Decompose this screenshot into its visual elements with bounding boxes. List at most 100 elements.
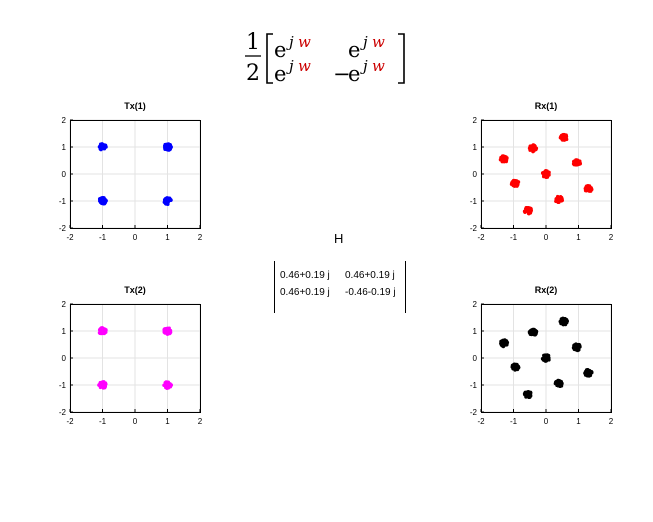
x-tick-label: 0: [544, 233, 549, 242]
data-point: [571, 342, 582, 353]
data-point: [97, 326, 108, 336]
x-tick-label: 2: [609, 233, 614, 242]
plot-title: Tx(1): [124, 101, 146, 111]
data-point: [583, 367, 594, 378]
y-tick-label: 0: [473, 170, 478, 179]
x-tick-label: -1: [99, 417, 107, 426]
left-bracket: [266, 33, 273, 84]
x-tick-label: -2: [66, 417, 74, 426]
data-point: [522, 206, 534, 216]
matrix-entry-21: e j w: [274, 57, 311, 86]
plot-title: Tx(2): [124, 285, 146, 295]
precoding-formula: 1 2 e j w e j w e j w − e j w: [245, 30, 405, 86]
y-tick-label: -1: [470, 381, 478, 390]
svg-text:e: e: [274, 62, 286, 86]
y-tick-label: 2: [473, 116, 478, 125]
data-point: [509, 178, 521, 188]
svg-text:e: e: [348, 38, 360, 62]
fraction-numerator: 1: [246, 30, 260, 55]
data-point: [558, 316, 569, 327]
data-point: [540, 169, 551, 180]
x-tick-label: 2: [609, 417, 614, 426]
y-tick-label: -1: [59, 381, 67, 390]
x-tick-label: -2: [66, 233, 74, 242]
data-point: [510, 362, 521, 372]
y-tick-label: 0: [62, 354, 67, 363]
x-tick-label: -2: [477, 233, 485, 242]
data-point: [499, 338, 510, 349]
plot-title: Rx(1): [535, 101, 558, 111]
y-tick-label: 0: [473, 354, 478, 363]
data-point: [527, 143, 539, 154]
data-point: [97, 196, 108, 206]
x-tick-label: 1: [165, 417, 170, 426]
data-point: [522, 390, 533, 400]
data-point: [553, 378, 564, 389]
y-tick-label: -2: [59, 224, 67, 233]
data-point: [558, 132, 569, 142]
y-tick-label: 2: [62, 116, 67, 125]
y-tick-label: 1: [473, 143, 478, 152]
svg-text:e: e: [274, 38, 286, 62]
y-tick-label: -1: [59, 197, 67, 206]
data-point: [527, 327, 539, 337]
svg-text:j: j: [360, 33, 368, 51]
svg-text:w: w: [372, 57, 385, 75]
data-point: [162, 380, 173, 391]
x-tick-label: 0: [133, 417, 138, 426]
data-point: [540, 353, 551, 363]
x-tick-label: -1: [510, 233, 518, 242]
svg-text:w: w: [372, 33, 385, 51]
data-point: [162, 326, 173, 336]
y-tick-label: 1: [473, 327, 478, 336]
data-point: [571, 158, 582, 167]
channel-cell-12: 0.46+0.19 j: [345, 270, 395, 281]
svg-text:w: w: [298, 33, 311, 51]
data-point: [162, 196, 173, 206]
x-tick-label: 1: [576, 233, 581, 242]
y-tick-label: 1: [62, 143, 67, 152]
data-point: [97, 142, 108, 152]
x-tick-label: 0: [544, 417, 549, 426]
x-tick-label: -1: [99, 233, 107, 242]
channel-cell-11: 0.46+0.19 j: [280, 270, 330, 281]
x-tick-label: -1: [510, 417, 518, 426]
data-point: [162, 142, 173, 152]
matrix-entry-11: e j w: [274, 33, 311, 62]
y-tick-label: -2: [470, 408, 478, 417]
svg-text:j: j: [360, 57, 368, 75]
y-tick-label: 1: [62, 327, 67, 336]
svg-text:w: w: [298, 57, 311, 75]
channel-cell-21: 0.46+0.19 j: [280, 287, 330, 298]
data-point: [97, 380, 108, 390]
matrix-entry-22: − e j w: [333, 57, 385, 86]
data-point: [498, 154, 509, 164]
x-tick-label: 1: [165, 233, 170, 242]
x-tick-label: 2: [198, 233, 203, 242]
matrix-entry-12: e j w: [348, 33, 385, 62]
right-bracket: [398, 33, 405, 84]
channel-matrix-bars: [274, 261, 406, 313]
data-point: [554, 194, 565, 205]
y-tick-label: -1: [470, 197, 478, 206]
y-tick-label: 0: [62, 170, 67, 179]
y-tick-label: -2: [470, 224, 478, 233]
channel-label: H: [334, 231, 344, 246]
fraction-denominator: 2: [246, 61, 260, 86]
plot-title: Rx(2): [535, 285, 558, 295]
svg-text:j: j: [286, 33, 294, 51]
x-tick-label: -2: [477, 417, 485, 426]
x-tick-label: 2: [198, 417, 203, 426]
x-tick-label: 1: [576, 417, 581, 426]
minus-sign: −: [333, 62, 351, 86]
svg-text:e: e: [348, 62, 360, 86]
svg-text:j: j: [286, 57, 294, 75]
y-tick-label: 2: [473, 300, 478, 309]
y-tick-label: 2: [62, 300, 67, 309]
channel-cell-22: -0.46-0.19 j: [345, 287, 396, 298]
data-point: [583, 184, 594, 193]
